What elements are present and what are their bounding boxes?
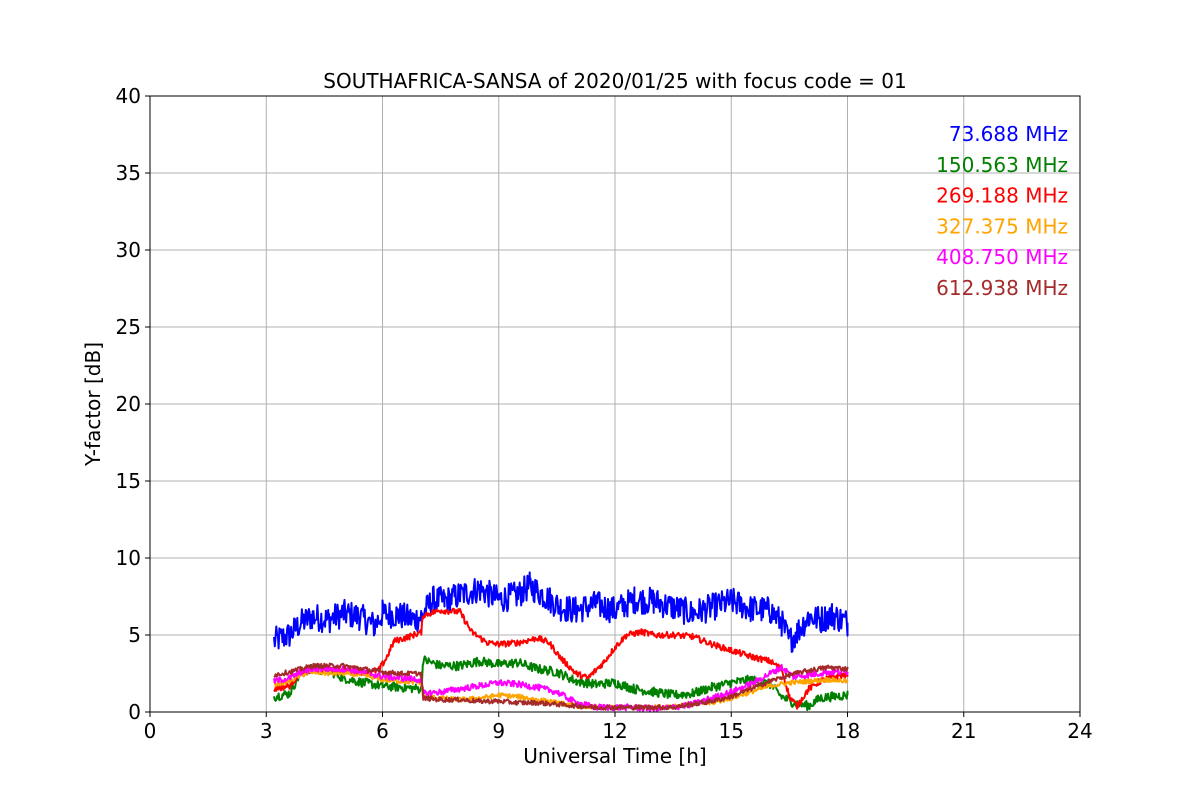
legend-entry: 150.563 MHz xyxy=(936,153,1068,177)
x-axis-label: Universal Time [h] xyxy=(523,744,706,768)
x-tick-label: 18 xyxy=(835,719,860,743)
x-tick-label: 3 xyxy=(260,719,273,743)
legend-entry: 269.188 MHz xyxy=(936,184,1068,208)
legend: 73.688 MHz 150.563 MHz 269.188 MHz 327.375 … xyxy=(936,122,1068,300)
legend-entry: 327.375 MHz xyxy=(936,214,1068,238)
x-tick-label: 0 xyxy=(144,719,157,743)
x-tick-label: 24 xyxy=(1067,719,1092,743)
y-tick-label: 15 xyxy=(116,469,141,493)
y-axis-ticks: 0 5 10 15 20 25 30 35 40 xyxy=(116,84,150,724)
y-tick-label: 20 xyxy=(116,392,141,416)
y-tick-label: 30 xyxy=(116,238,141,262)
x-axis-ticks: 0 3 6 9 12 15 18 21 24 xyxy=(144,712,1093,743)
series-layer xyxy=(273,571,849,712)
series-line-612-938-mhz xyxy=(273,662,849,711)
y-tick-label: 5 xyxy=(128,623,141,647)
series-line-73-688-mhz xyxy=(273,571,849,653)
plot-area xyxy=(273,571,849,712)
x-tick-label: 6 xyxy=(376,719,389,743)
y-axis-label: Y-factor [dB] xyxy=(81,342,105,467)
y-tick-label: 0 xyxy=(128,700,141,724)
y-tick-label: 35 xyxy=(116,161,141,185)
x-tick-label: 9 xyxy=(492,719,505,743)
y-tick-label: 25 xyxy=(116,315,141,339)
legend-entry: 408.750 MHz xyxy=(936,245,1068,269)
y-tick-label: 10 xyxy=(116,546,141,570)
legend-entry: 612.938 MHz xyxy=(936,276,1068,300)
legend-entry: 73.688 MHz xyxy=(949,122,1068,146)
y-tick-label: 40 xyxy=(116,84,141,108)
series-line-408-750-mhz xyxy=(273,663,849,712)
series-line-269-188-mhz xyxy=(273,607,849,710)
x-tick-label: 15 xyxy=(719,719,744,743)
x-tick-label: 12 xyxy=(602,719,627,743)
chart-title: SOUTHAFRICA-SANSA of 2020/01/25 with foc… xyxy=(323,69,907,93)
x-tick-label: 21 xyxy=(951,719,976,743)
